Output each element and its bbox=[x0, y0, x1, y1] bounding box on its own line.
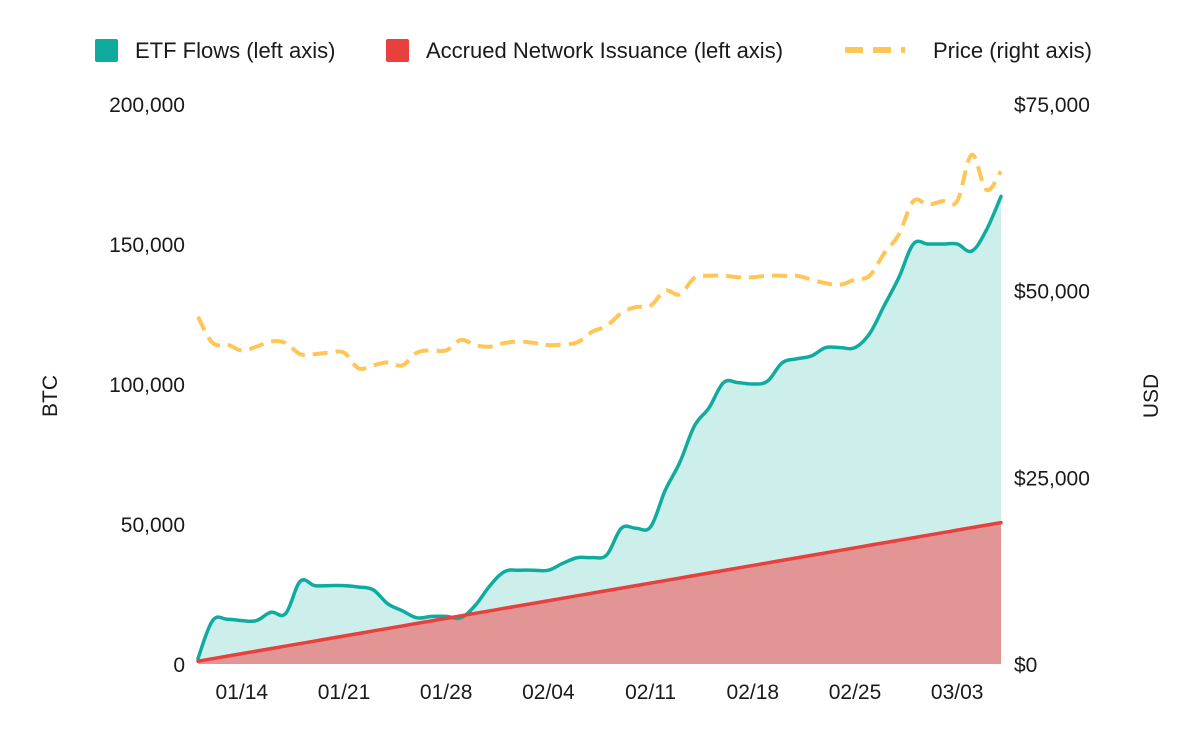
y-right-tick-label: $25,000 bbox=[1014, 467, 1090, 490]
y-right-tick-label: $50,000 bbox=[1014, 281, 1090, 304]
legend-item-price: Price (right axis) bbox=[845, 38, 1092, 63]
x-tick-label: 02/25 bbox=[829, 681, 882, 704]
y-axis-right-title: USD bbox=[1140, 374, 1163, 418]
legend-item-accrued-network-issuance: Accrued Network Issuance (left axis) bbox=[386, 38, 783, 63]
x-axis-ticks: 01/14 01/21 01/28 02/04 02/11 02/18 02/25 03/03 bbox=[216, 681, 984, 704]
legend-label: ETF Flows (left axis) bbox=[135, 38, 335, 63]
legend-swatch bbox=[95, 39, 118, 62]
accrued-network-issuance-line bbox=[196, 520, 1003, 663]
legend: ETF Flows (left axis) Accrued Network Iss… bbox=[95, 38, 1092, 63]
legend-swatch bbox=[386, 39, 409, 62]
y-right-tick-label: $75,000 bbox=[1014, 94, 1090, 117]
y-left-tick-label: 50,000 bbox=[121, 514, 185, 537]
x-tick-label: 01/21 bbox=[318, 681, 371, 704]
x-tick-label: 01/28 bbox=[420, 681, 473, 704]
y-left-tick-label: 200,000 bbox=[109, 94, 185, 117]
y-axis-left-title: BTC bbox=[39, 375, 62, 417]
right-axis-ticks: $0 $25,000 $50,000 $75,000 bbox=[1014, 94, 1090, 677]
y-right-tick-label: $0 bbox=[1014, 654, 1037, 677]
plot-areas bbox=[198, 196, 1001, 664]
x-tick-label: 03/03 bbox=[931, 681, 984, 704]
x-tick-label: 02/04 bbox=[522, 681, 575, 704]
legend-item-etf-flows: ETF Flows (left axis) bbox=[95, 38, 335, 63]
legend-label: Price (right axis) bbox=[933, 38, 1092, 63]
y-left-tick-label: 0 bbox=[173, 654, 185, 677]
x-tick-label: 02/11 bbox=[625, 681, 676, 704]
x-tick-label: 01/14 bbox=[216, 681, 269, 704]
plot-lines bbox=[196, 152, 1003, 663]
legend-label: Accrued Network Issuance (left axis) bbox=[426, 38, 783, 63]
etf-flows-area bbox=[198, 196, 1001, 664]
y-left-tick-label: 100,000 bbox=[109, 374, 185, 397]
x-tick-label: 02/18 bbox=[727, 681, 780, 704]
price-line bbox=[196, 152, 1003, 371]
y-left-tick-label: 150,000 bbox=[109, 234, 185, 257]
left-axis-ticks: 0 50,000 100,000 150,000 200,000 bbox=[109, 94, 185, 677]
etf-flows-line bbox=[196, 194, 1003, 661]
